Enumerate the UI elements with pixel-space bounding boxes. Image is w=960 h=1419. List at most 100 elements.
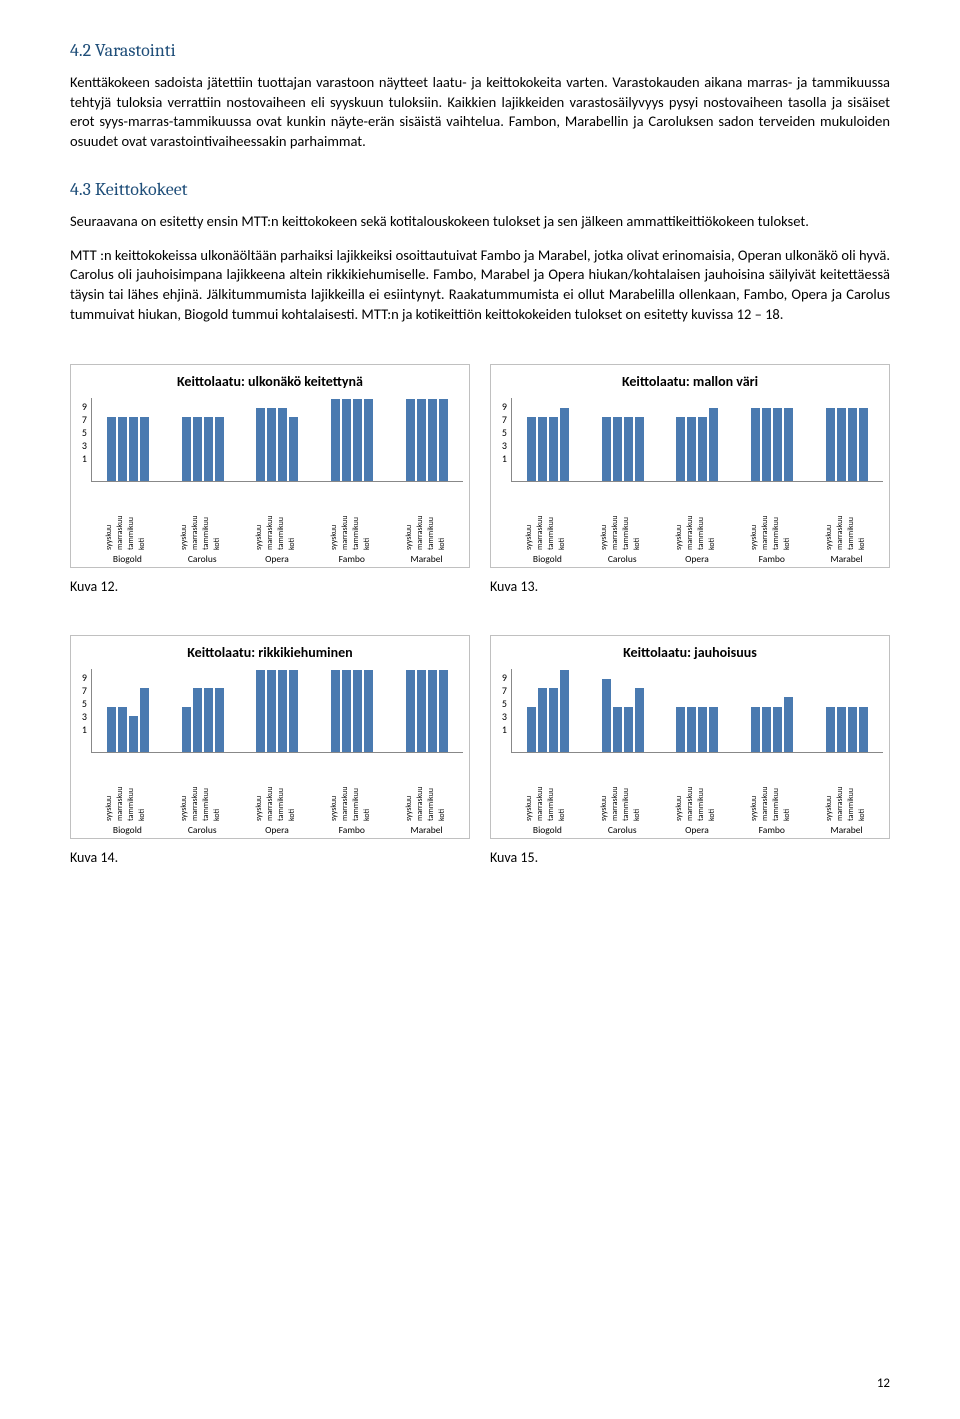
x-label-group: syyskuumarraskuutammikuukoti [588, 511, 657, 551]
bar-group [589, 679, 658, 752]
bar-group [94, 688, 163, 752]
variety-label: Fambo [737, 822, 806, 836]
x-label-group: syyskuumarraskuutammikuukoti [663, 511, 732, 551]
x-label-group: syyskuumarraskuutammikuukoti [663, 782, 732, 822]
bar-group [169, 688, 238, 752]
bar [527, 707, 536, 753]
y-tick: 9 [77, 671, 87, 684]
x-label: syyskuu [825, 782, 836, 822]
bar [709, 408, 718, 481]
chart-title: Keittolaatu: jauhoisuus [497, 644, 883, 661]
variety-label: Biogold [513, 822, 582, 836]
chart-12: Keittolaatu: ulkonäkö keitettynä97531syy… [70, 364, 470, 568]
bar [635, 417, 644, 481]
x-label-group: syyskuumarraskuutammikuukoti [588, 782, 657, 822]
bar [193, 417, 202, 481]
bar [859, 408, 868, 481]
bar [353, 670, 362, 752]
bar-group [589, 417, 658, 481]
bars-region [511, 398, 883, 482]
bar [256, 670, 265, 752]
x-label: koti [363, 511, 374, 551]
variety-label: Carolus [168, 822, 237, 836]
bar [837, 408, 846, 481]
y-tick: 3 [497, 710, 507, 723]
x-label-group: syyskuumarraskuutammikuukoti [513, 782, 582, 822]
variety-label: Biogold [513, 551, 582, 565]
x-label: koti [858, 511, 869, 551]
x-label: tammikuu [427, 511, 438, 551]
bar [256, 408, 265, 481]
x-label: koti [558, 511, 569, 551]
bar-group [514, 670, 583, 752]
x-label-group: syyskuumarraskuutammikuukoti [392, 511, 461, 551]
x-label-group: syyskuumarraskuutammikuukoti [812, 782, 881, 822]
x-label: koti [708, 511, 719, 551]
y-tick: 5 [77, 426, 87, 439]
bar [826, 408, 835, 481]
y-tick: 7 [77, 413, 87, 426]
y-tick: 5 [77, 697, 87, 710]
bar [837, 707, 846, 753]
variety-label: Carolus [588, 822, 657, 836]
bar [204, 417, 213, 481]
bar [538, 417, 547, 481]
x-labels: syyskuumarraskuutammikuukotisyyskuumarra… [91, 782, 463, 822]
x-label-group: syyskuumarraskuutammikuukoti [317, 782, 386, 822]
variety-labels: BiogoldCarolusOperaFamboMarabel [511, 822, 883, 836]
x-label: koti [438, 511, 449, 551]
variety-label: Carolus [588, 551, 657, 565]
x-label: koti [363, 782, 374, 822]
bar [278, 670, 287, 752]
bar [751, 408, 760, 481]
y-tick: 1 [77, 452, 87, 465]
x-label: koti [858, 782, 869, 822]
x-label: koti [633, 782, 644, 822]
bar [751, 707, 760, 753]
bar [549, 417, 558, 481]
bar [784, 408, 793, 481]
x-label: tammikuu [847, 782, 858, 822]
bar [676, 707, 685, 753]
y-tick: 9 [77, 400, 87, 413]
bar-group [812, 707, 881, 753]
caption-kuva-14: Kuva 14. [70, 849, 470, 866]
x-label-group: syyskuumarraskuutammikuukoti [168, 511, 237, 551]
caption-row-1: Kuva 12. Kuva 13. [70, 578, 890, 595]
section-4-3-heading: 4.3 Keittokokeet [70, 179, 890, 200]
variety-label: Fambo [737, 551, 806, 565]
bar [773, 408, 782, 481]
y-tick: 7 [497, 413, 507, 426]
x-label-group: syyskuumarraskuutammikuukoti [93, 511, 162, 551]
y-tick: 9 [497, 400, 507, 413]
variety-label: Fambo [317, 551, 386, 565]
bar [624, 707, 633, 753]
x-label: tammikuu [847, 511, 858, 551]
bar [698, 707, 707, 753]
y-tick: 7 [77, 684, 87, 697]
y-tick: 5 [497, 697, 507, 710]
bar [289, 417, 298, 481]
bar-group [392, 399, 461, 481]
y-tick: 3 [77, 710, 87, 723]
x-label-group: syyskuumarraskuutammikuukoti [243, 511, 312, 551]
bar [278, 408, 287, 481]
bar [129, 716, 138, 752]
bar [140, 688, 149, 752]
bar-group [812, 408, 881, 481]
y-tick: 1 [77, 723, 87, 736]
bar-group [94, 417, 163, 481]
y-tick: 5 [497, 426, 507, 439]
bar-group [663, 408, 732, 481]
bar [538, 688, 547, 752]
y-tick: 3 [77, 439, 87, 452]
variety-label: Opera [663, 822, 732, 836]
variety-label: Carolus [168, 551, 237, 565]
bars-region [511, 669, 883, 753]
section-4-2-paragraph: Kenttäkokeen sadoista jätettiin tuottaja… [70, 73, 890, 151]
bar [613, 417, 622, 481]
bar [204, 688, 213, 752]
bar [107, 417, 116, 481]
chart-15: Keittolaatu: jauhoisuus97531syyskuumarra… [490, 635, 890, 839]
bar [560, 408, 569, 481]
